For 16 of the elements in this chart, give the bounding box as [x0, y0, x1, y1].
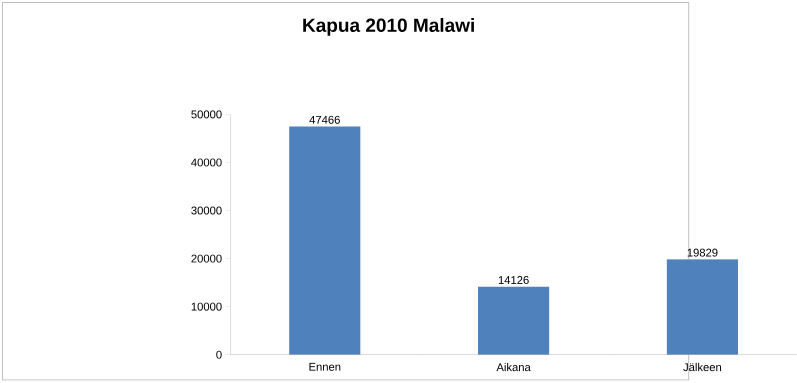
y-tick-label: 0 — [216, 350, 222, 359]
y-tick-label: 20000 — [191, 254, 222, 263]
data-label: 19829 — [688, 248, 718, 257]
x-tick-label: Aikana — [496, 363, 531, 372]
x-tick-label: Ennen — [309, 363, 340, 371]
chart-title: Kapua 2010 Malawi — [303, 18, 474, 36]
data-label: 47466 — [309, 116, 340, 124]
y-tick-label: 50000 — [191, 110, 222, 119]
bar — [289, 126, 360, 355]
x-tick-label: Jälkeen — [683, 363, 722, 372]
data-label: 14126 — [498, 276, 529, 284]
bar — [666, 260, 738, 355]
y-tick-label: 40000 — [191, 158, 222, 167]
y-tick-label: 30000 — [191, 206, 222, 215]
y-tick-label: 10000 — [192, 302, 222, 311]
bar — [478, 287, 550, 355]
